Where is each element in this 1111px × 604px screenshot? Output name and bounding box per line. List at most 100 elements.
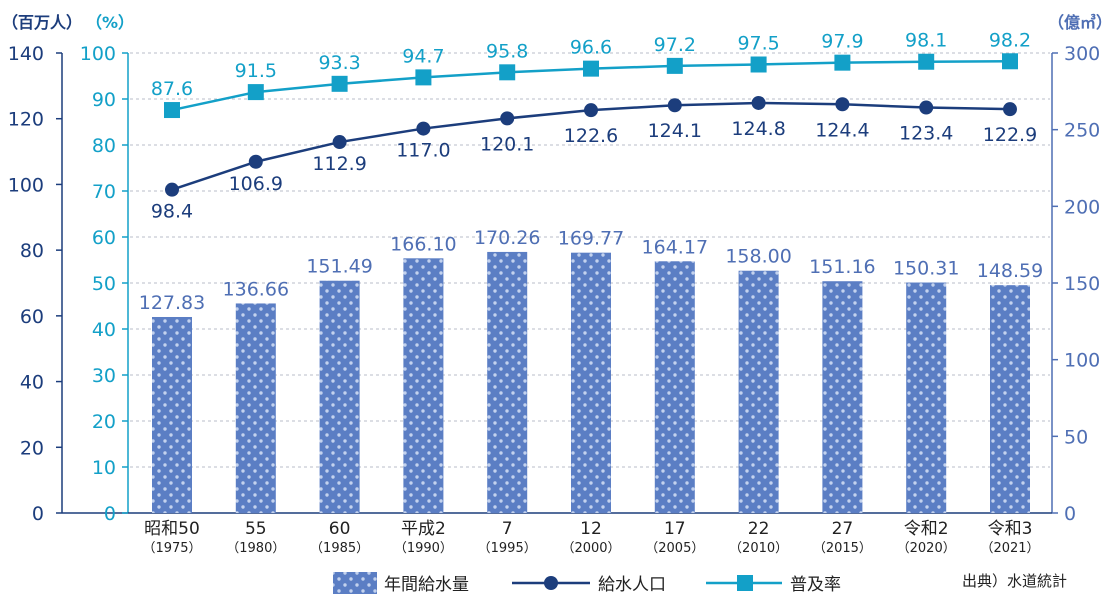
bar (235, 303, 276, 513)
legend-swatch-rate-marker (737, 575, 753, 591)
rate-point (164, 102, 180, 119)
right-tick-label: 150 (1064, 273, 1100, 295)
rate-point (666, 57, 683, 74)
bar (152, 316, 192, 513)
population-value-label: 98.4 (151, 201, 193, 223)
population-point (667, 98, 682, 113)
axes: 0 20 40 60 80 100 120 140 0 10 20 30 40 50 60 70 80 90 100… (8, 43, 1101, 525)
data-labels: 127.83 136.66 151.49 166.10 170.26 169.77 164.… (139, 29, 1043, 314)
bar-value-label: 148.59 (977, 260, 1043, 282)
bar (571, 252, 611, 513)
category-year-label: （2010） (729, 541, 788, 556)
bar (822, 281, 863, 513)
rate-point (1002, 53, 1018, 70)
bar-value-label: 136.66 (223, 278, 289, 300)
bar (403, 258, 444, 513)
population-point (584, 103, 598, 118)
population-value-label: 124.1 (648, 120, 702, 142)
rate-value-label: 97.2 (654, 34, 696, 56)
legend-label-rate: 普及率 (790, 575, 841, 595)
category-label: 17 (664, 519, 686, 539)
percent-tick-label: 40 (92, 319, 116, 341)
category-label: 令和2 (904, 519, 949, 539)
rate-value-label: 87.6 (151, 78, 193, 100)
percent-tick-label: 20 (92, 411, 116, 433)
population-point (332, 135, 347, 150)
rate-point (247, 84, 264, 101)
population-value-label: 106.9 (229, 173, 283, 195)
bar-value-label: 158.00 (725, 246, 791, 268)
bar-value-label: 164.17 (642, 236, 708, 258)
left-tick-label: 60 (20, 306, 44, 328)
bar-value-label: 166.10 (390, 233, 456, 255)
legend-label-population: 給水人口 (598, 575, 666, 595)
legend-swatch-population-marker (544, 576, 558, 590)
right-tick-label: 200 (1064, 196, 1100, 218)
population-point (919, 100, 934, 115)
series-lines (164, 53, 1018, 197)
population-value-label: 123.4 (899, 123, 953, 145)
bar (990, 285, 1030, 513)
rate-value-label: 97.5 (737, 33, 779, 55)
left-axis-unit: （百万人） (2, 13, 82, 32)
bar (738, 270, 779, 513)
population-point (1003, 102, 1017, 117)
rate-value-label: 98.2 (989, 29, 1031, 51)
bar-value-label: 151.49 (306, 256, 372, 278)
bar (487, 251, 528, 513)
population-value-label: 122.6 (564, 125, 618, 147)
rate-point (499, 64, 516, 81)
bar-value-label: 151.16 (809, 256, 875, 278)
rate-value-label: 96.6 (570, 37, 612, 59)
right-axis-unit: （億㎥） (1048, 13, 1111, 32)
percent-axis-unit: （%） (86, 13, 134, 32)
category-label: 7 (502, 519, 513, 539)
category-year-label: （1985） (310, 541, 369, 556)
left-tick-label: 40 (20, 372, 44, 394)
rate-point (750, 56, 767, 73)
population-point (165, 182, 179, 197)
category-year-label: （2015） (813, 541, 872, 556)
population-value-label: 120.1 (480, 133, 534, 155)
category-labels: 昭和50 （1975） 55 （1980） 60 （1985） 平成2 （1990） 7 （199… (142, 519, 1039, 556)
left-tick-label: 100 (8, 174, 44, 196)
category-label: 60 (329, 519, 351, 539)
category-year-label: （2000） (561, 541, 620, 556)
rate-point (583, 60, 599, 77)
left-tick-label: 140 (8, 43, 44, 65)
rate-value-label: 95.8 (486, 40, 528, 62)
percent-tick-label: 100 (80, 43, 116, 65)
category-label: 27 (832, 519, 854, 539)
category-label: 55 (245, 519, 267, 539)
rate-value-label: 98.1 (905, 30, 947, 52)
population-value-label: 117.0 (396, 140, 450, 162)
bar-value-label: 169.77 (558, 228, 624, 250)
left-tick-label: 120 (8, 109, 44, 131)
left-tick-label: 80 (20, 240, 44, 262)
category-year-label: （1975） (142, 541, 201, 556)
rate-value-label: 91.5 (235, 60, 277, 82)
right-tick-label: 0 (1064, 503, 1076, 525)
category-label: 22 (748, 519, 770, 539)
left-tick-label: 20 (20, 437, 44, 459)
category-label: 令和3 (988, 519, 1033, 539)
bar (319, 280, 360, 513)
rate-point (918, 53, 935, 70)
right-tick-label: 100 (1064, 350, 1100, 372)
category-year-label: （2020） (897, 541, 956, 556)
category-year-label: （2021） (980, 541, 1039, 556)
percent-tick-label: 10 (92, 457, 116, 479)
rate-value-label: 94.7 (402, 45, 444, 67)
category-year-label: （1995） (478, 541, 537, 556)
category-year-label: （2005） (645, 541, 704, 556)
rate-point (834, 54, 851, 71)
left-tick-label: 0 (32, 503, 44, 525)
legend-swatch-bar (333, 572, 377, 594)
bars (152, 251, 1030, 513)
population-value-label: 124.8 (731, 118, 785, 140)
bar-value-label: 170.26 (474, 227, 540, 249)
population-point (751, 95, 766, 110)
population-value-label: 122.9 (983, 124, 1037, 146)
right-tick-label: 300 (1064, 43, 1100, 65)
